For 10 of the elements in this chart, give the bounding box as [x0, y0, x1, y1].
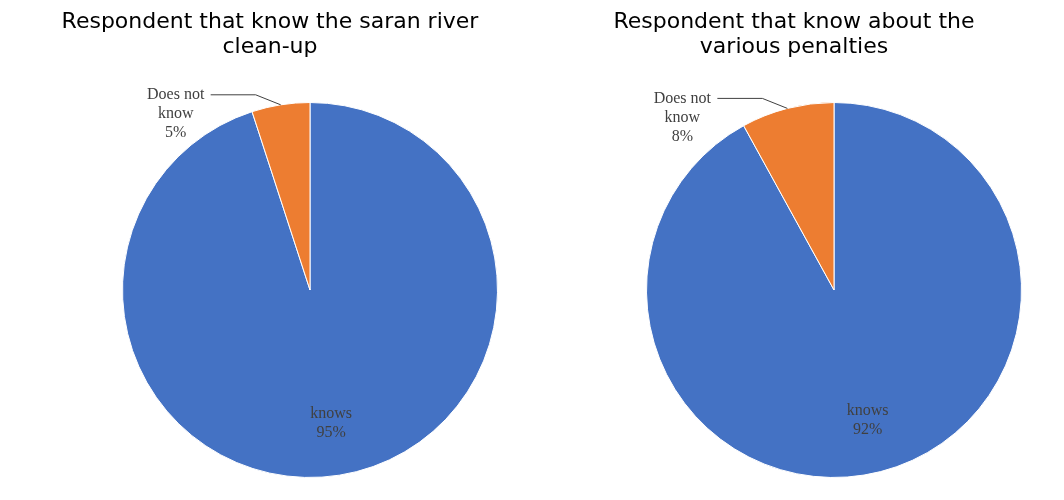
data-label: 8%	[671, 126, 694, 144]
chart-title: Respondent that know about the various penalties	[612, 8, 976, 60]
slice-label: knows	[310, 404, 353, 422]
data-label: 95%	[316, 423, 346, 441]
slice-label: Does not know	[147, 85, 205, 122]
slice-label: knows	[846, 401, 889, 419]
chart-title: Respondent that know the saran river clean-up	[60, 8, 480, 60]
slice-label: Does not know	[653, 88, 712, 125]
data-label: 5%	[165, 123, 187, 141]
data-label: 92%	[852, 420, 883, 438]
